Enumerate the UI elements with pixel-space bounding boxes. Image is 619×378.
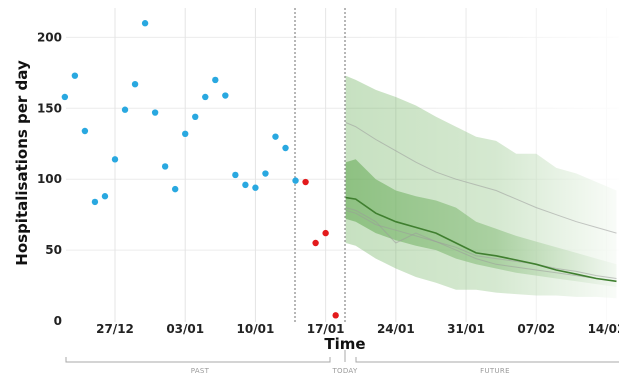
observed-point xyxy=(232,171,239,179)
observed-point xyxy=(61,93,69,101)
y-tick-label: 50 xyxy=(45,243,62,257)
x-tick-label: 24/01 xyxy=(377,322,415,336)
forecast-median-line xyxy=(345,196,617,283)
observed-point xyxy=(71,72,79,79)
y-axis-label: Hospitalisations per day xyxy=(13,60,31,266)
observed-point xyxy=(101,193,109,200)
forecast-bands xyxy=(345,8,619,322)
y-tick-label: 200 xyxy=(37,30,62,44)
recent-point xyxy=(312,239,319,247)
observed-point xyxy=(111,156,119,163)
y-tick-label: 150 xyxy=(37,101,62,115)
observed-point xyxy=(91,198,99,206)
axes: 0 50 100 150 200 27/12 03/01 10/01 17/01 24/01 31/… xyxy=(37,30,619,336)
x-tick-label: 03/01 xyxy=(166,322,204,336)
observed-point xyxy=(81,127,89,135)
observed-point xyxy=(292,177,299,184)
x-tick-label: 07/02 xyxy=(517,322,555,336)
observed-point xyxy=(182,130,189,138)
observed-point xyxy=(242,181,249,189)
observed-point xyxy=(192,113,199,121)
observed-point xyxy=(121,106,129,113)
x-tick-label: 27/12 xyxy=(96,322,134,336)
observed-point xyxy=(272,133,279,140)
observed-point xyxy=(171,185,179,193)
sample-trajectory xyxy=(345,207,617,279)
sample-trajectory xyxy=(345,122,617,234)
x-axis-label: Time xyxy=(324,335,365,353)
recent-point xyxy=(322,229,329,237)
x-tick-label: 10/01 xyxy=(237,322,275,336)
recent-point xyxy=(302,178,309,186)
future-label: FUTURE xyxy=(480,367,510,375)
future-bracket xyxy=(355,357,619,363)
data-points xyxy=(61,20,339,319)
forecast-lines xyxy=(345,122,617,283)
band-fade xyxy=(345,8,619,322)
observed-point xyxy=(282,144,289,152)
x-tick-label: 31/01 xyxy=(447,322,485,336)
recent-point xyxy=(332,312,339,319)
observed-point xyxy=(262,170,269,177)
y-tick-label: 100 xyxy=(37,172,62,186)
observed-point xyxy=(161,163,169,170)
y-tick-label: 0 xyxy=(54,314,62,328)
observed-point xyxy=(252,184,259,191)
past-label: PAST xyxy=(191,367,210,375)
sample-trajectory xyxy=(345,209,617,282)
observed-point xyxy=(131,80,139,88)
x-tick-label: 17/01 xyxy=(307,322,345,336)
past-bracket xyxy=(65,357,331,363)
today-label: TODAY xyxy=(331,367,357,375)
x-tick-label: 14/02 xyxy=(588,322,619,336)
observed-point xyxy=(222,92,229,99)
observed-point xyxy=(202,93,209,101)
observed-point xyxy=(141,20,149,27)
observed-point xyxy=(212,76,219,84)
period-brackets: PAST TODAY FUTURE xyxy=(65,350,619,375)
observed-point xyxy=(151,109,159,116)
